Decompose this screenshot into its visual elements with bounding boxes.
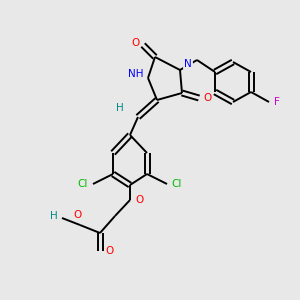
Text: Cl: Cl [172, 179, 182, 189]
Text: O: O [136, 195, 144, 205]
Text: N: N [184, 59, 192, 69]
Text: Cl: Cl [78, 179, 88, 189]
Text: F: F [274, 97, 280, 107]
Text: O: O [106, 246, 114, 256]
Text: H: H [50, 211, 58, 221]
Text: O: O [203, 93, 211, 103]
Text: H: H [116, 103, 124, 113]
Text: O: O [131, 38, 139, 48]
Text: NH: NH [128, 69, 144, 79]
Text: O: O [74, 210, 82, 220]
